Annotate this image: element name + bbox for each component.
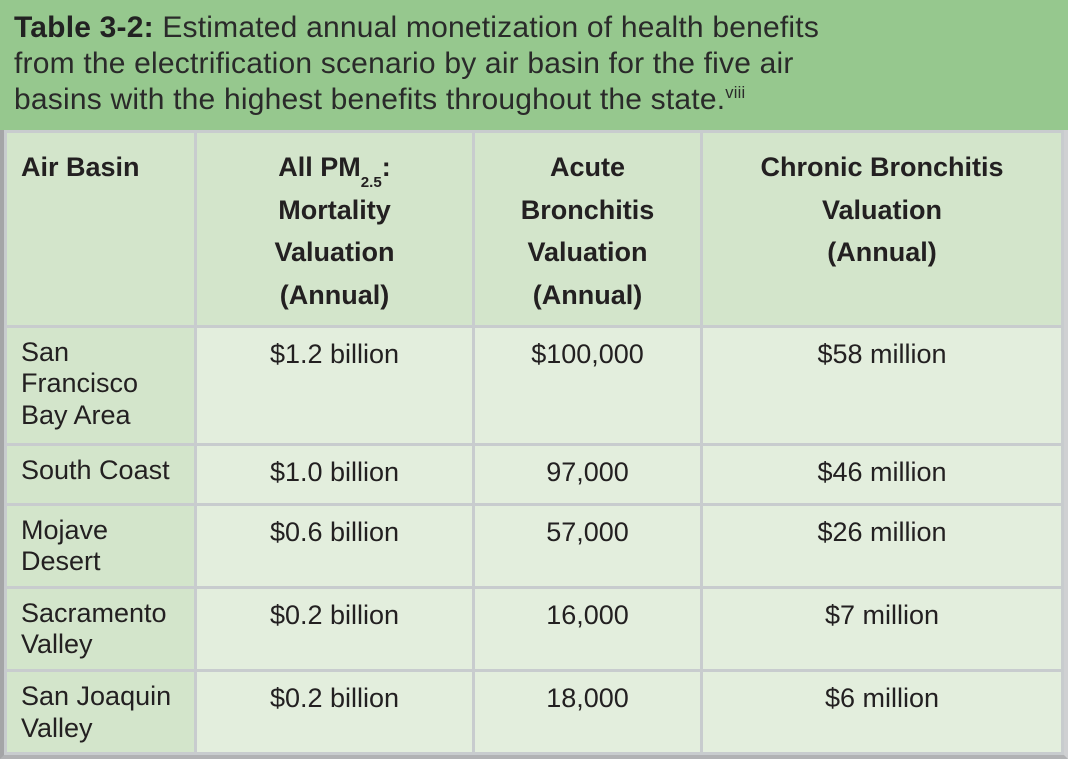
acute-bronchitis-cell: 18,000 bbox=[472, 668, 703, 756]
acute-bronchitis-cell: $100,000 bbox=[472, 324, 703, 446]
table-row: San Joaquin Valley $0.2 billion 18,000 $6 m… bbox=[4, 668, 1064, 756]
pm25-mortality-cell: $0.2 billion bbox=[194, 585, 475, 672]
col-header-chronic-bronchitis: Chronic Bronchitis Valuation (Annual) bbox=[700, 130, 1064, 328]
col-header-air-basin: Air Basin bbox=[4, 130, 197, 328]
footnote-reference: viii bbox=[725, 84, 746, 102]
table-header: Air Basin All PM2.5: Mortality Valuation… bbox=[4, 130, 1064, 328]
air-basin-cell: San Francisco Bay Area bbox=[4, 324, 197, 446]
air-basin-cell: San Joaquin Valley bbox=[4, 668, 197, 756]
pm-prefix: All PM bbox=[278, 152, 361, 182]
table-caption-line3: basins with the highest benefits through… bbox=[14, 83, 726, 116]
chronic-bronchitis-cell: $46 million bbox=[700, 442, 1064, 506]
pm25-mortality-cell: $1.0 billion bbox=[194, 442, 475, 506]
benefits-table: Air Basin All PM2.5: Mortality Valuation… bbox=[4, 130, 1064, 756]
pm25-mortality-cell: $1.2 billion bbox=[194, 324, 475, 446]
table-caption-line1: Estimated annual monetization of health … bbox=[153, 11, 820, 44]
air-basin-cell: Sacramento Valley bbox=[4, 585, 197, 672]
chronic-bronchitis-cell: $6 million bbox=[700, 668, 1064, 756]
col-header-acute-bronchitis: Acute Bronchitis Valuation (Annual) bbox=[472, 130, 703, 328]
table-caption: Table 3-2: Estimated annual monetization… bbox=[0, 0, 1068, 130]
table-caption-number: Table 3-2: bbox=[14, 11, 154, 44]
pm25-mortality-cell: $0.6 billion bbox=[194, 502, 475, 589]
table-row: San Francisco Bay Area $1.2 billion $100,0… bbox=[4, 324, 1064, 446]
table-row: Mojave Desert $0.6 billion 57,000 $26 milli… bbox=[4, 502, 1064, 589]
acute-bronchitis-cell: 97,000 bbox=[472, 442, 703, 506]
pm25-mortality-cell: $0.2 billion bbox=[194, 668, 475, 756]
col-header-air-basin-label: Air Basin bbox=[21, 152, 140, 182]
air-basin-cell: South Coast bbox=[4, 442, 197, 506]
table-row: South Coast $1.0 billion 97,000 $46 million bbox=[4, 442, 1064, 506]
table-body: San Francisco Bay Area $1.2 billion $100,0… bbox=[4, 324, 1064, 756]
pm-colon: : bbox=[381, 152, 391, 182]
col-header-pm25-mortality: All PM2.5: Mortality Valuation (Annual) bbox=[194, 130, 475, 328]
header-row: Air Basin All PM2.5: Mortality Valuation… bbox=[4, 130, 1064, 328]
pm-subscript: 2.5 bbox=[360, 173, 382, 191]
air-basin-cell: Mojave Desert bbox=[4, 502, 197, 589]
acute-bronchitis-cell: 57,000 bbox=[472, 502, 703, 589]
chronic-bronchitis-cell: $26 million bbox=[700, 502, 1064, 589]
table-row: Sacramento Valley $0.2 billion 16,000 $7 mi… bbox=[4, 585, 1064, 672]
chronic-bronchitis-cell: $7 million bbox=[700, 585, 1064, 672]
table-caption-line2: from the electrification scenario by air… bbox=[14, 47, 794, 80]
chronic-bronchitis-cell: $58 million bbox=[700, 324, 1064, 446]
benefits-table-container: Air Basin All PM2.5: Mortality Valuation… bbox=[0, 130, 1068, 760]
acute-bronchitis-cell: 16,000 bbox=[472, 585, 703, 672]
